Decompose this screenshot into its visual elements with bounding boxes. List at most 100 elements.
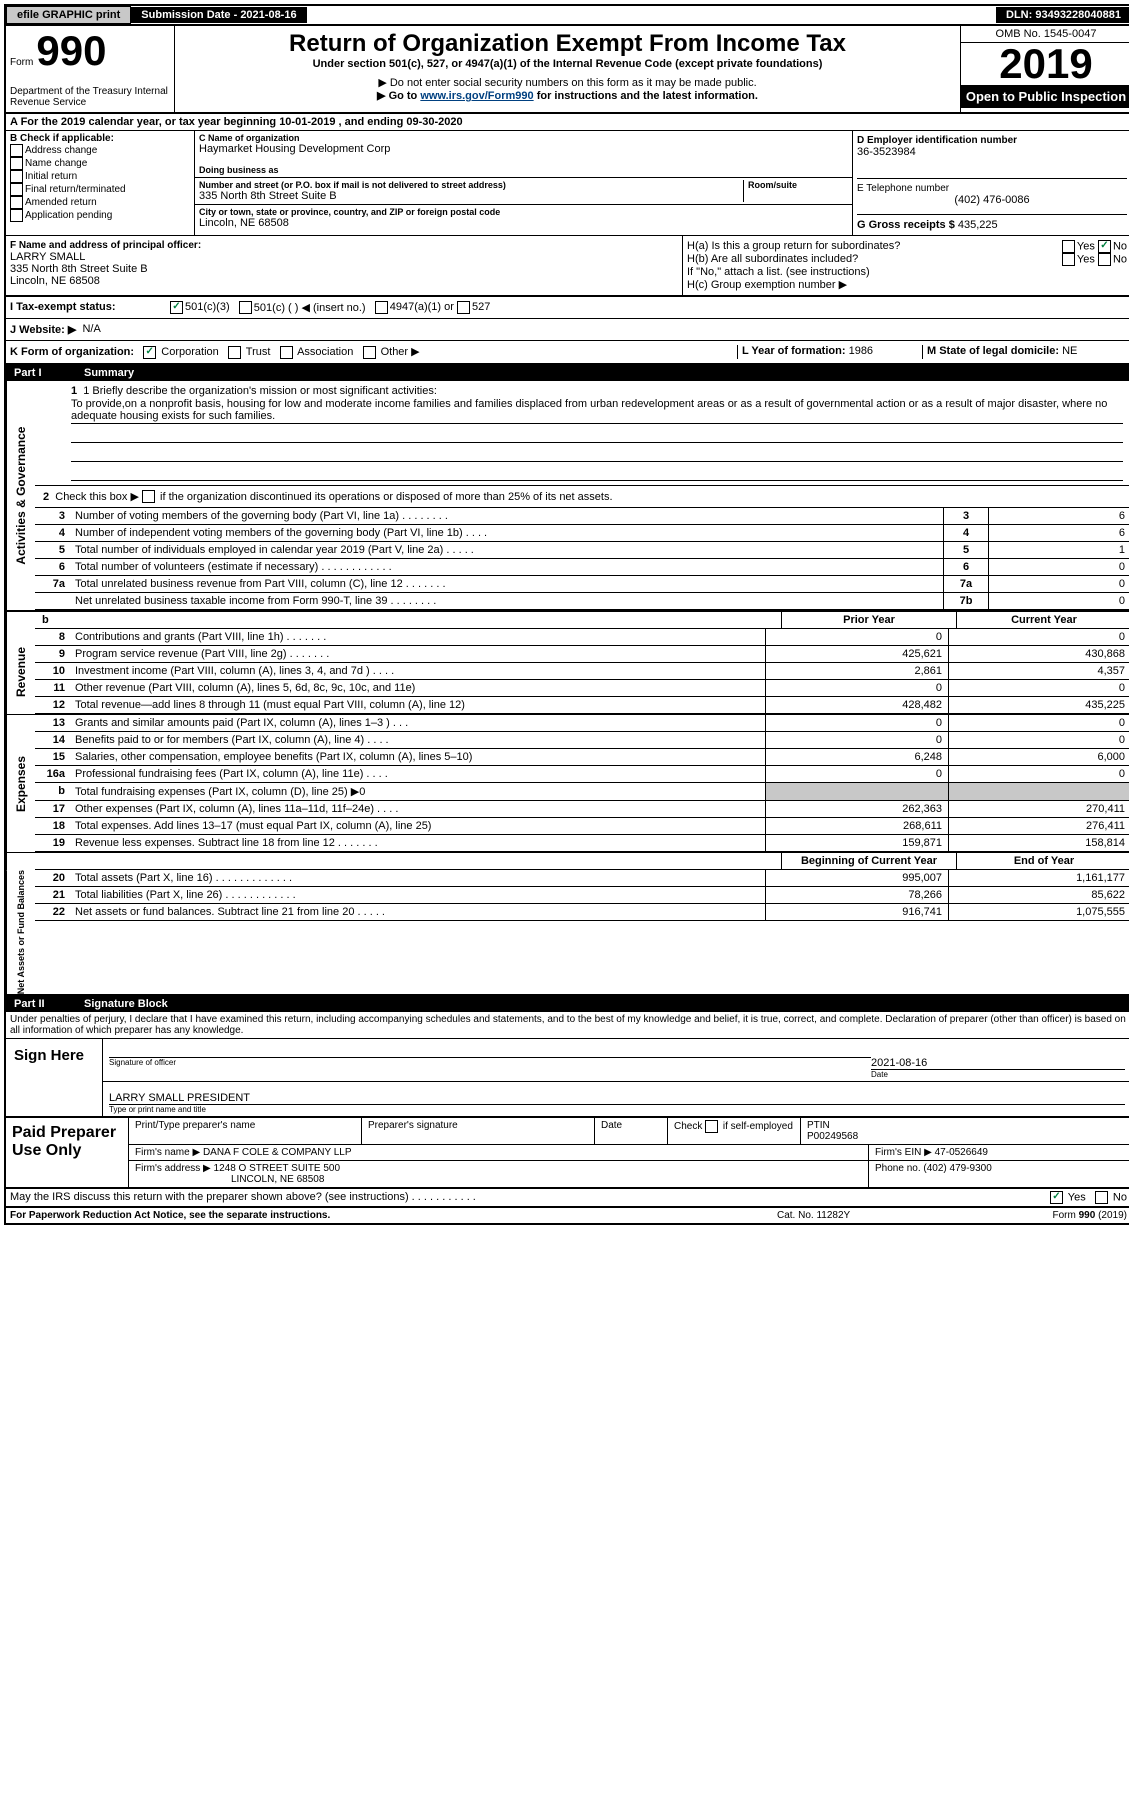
ptin-label: PTIN [807, 1120, 1125, 1131]
hc-label: H(c) Group exemption number ▶ [687, 278, 1127, 291]
tax-501c[interactable] [239, 301, 252, 314]
tax-527[interactable] [457, 301, 470, 314]
row-a-tax-year: A For the 2019 calendar year, or tax yea… [6, 114, 1129, 131]
footer-form: Form 990 (2019) [977, 1210, 1127, 1221]
checkbox-amended[interactable] [10, 196, 23, 209]
part1-header: Part ISummary [6, 365, 1129, 381]
form-note-1: ▶ Do not enter social security numbers o… [179, 76, 956, 89]
tax-status-label: I Tax-exempt status: [10, 301, 170, 314]
sig-name-title-label: Type or print name and title [109, 1104, 1125, 1114]
ein-label: D Employer identification number [857, 135, 1127, 146]
efile-print-button[interactable]: efile GRAPHIC print [6, 6, 131, 24]
summary-line-7a: 7aTotal unrelated business revenue from … [35, 576, 1129, 593]
sig-declaration: Under penalties of perjury, I declare th… [6, 1012, 1129, 1038]
expense-line-14: 14Benefits paid to or for members (Part … [35, 732, 1129, 749]
open-public-badge: Open to Public Inspection [961, 85, 1129, 108]
org-address: 335 North 8th Street Suite B [199, 190, 743, 202]
hb-no[interactable] [1098, 253, 1111, 266]
sig-officer-label: Signature of officer [109, 1057, 871, 1067]
firm-ein: 47-0526649 [935, 1147, 988, 1158]
firm-addr1: 1248 O STREET SUITE 500 [214, 1163, 341, 1174]
netassets-line-21: 21Total liabilities (Part X, line 26) . … [35, 887, 1129, 904]
checkbox-final-return[interactable] [10, 183, 23, 196]
org-city: Lincoln, NE 68508 [199, 217, 848, 229]
revenue-line-11: 11Other revenue (Part VIII, column (A), … [35, 680, 1129, 697]
expense-line-16a: 16aProfessional fundraising fees (Part I… [35, 766, 1129, 783]
officer-label: F Name and address of principal officer: [10, 240, 678, 251]
paid-preparer-label: Paid Preparer Use Only [6, 1118, 129, 1187]
k-corp[interactable] [143, 346, 156, 359]
discuss-no[interactable] [1095, 1191, 1108, 1204]
self-employed-checkbox[interactable] [705, 1120, 718, 1133]
prep-h1: Print/Type preparer's name [129, 1118, 362, 1144]
form-title: Return of Organization Exempt From Incom… [179, 30, 956, 58]
prep-h4: Check if self-employed [668, 1118, 801, 1144]
form-org-label: K Form of organization: [10, 346, 134, 358]
org-name-label: C Name of organization [199, 133, 848, 143]
officer-addr1: 335 North 8th Street Suite B [10, 263, 678, 275]
dln: DLN: 93493228040881 [996, 7, 1129, 23]
dept-treasury: Department of the Treasury Internal Reve… [10, 86, 170, 108]
summary-line-3: 3Number of voting members of the governi… [35, 508, 1129, 525]
firm-phone: (402) 479-9300 [923, 1163, 991, 1174]
gross-receipts-value: 435,225 [958, 219, 998, 231]
expense-line-13: 13Grants and similar amounts paid (Part … [35, 715, 1129, 732]
line2-text: Check this box ▶ if the organization dis… [55, 491, 612, 503]
checkbox-initial-return[interactable] [10, 170, 23, 183]
phone-label: E Telephone number [857, 179, 1127, 194]
revenue-line-8: 8Contributions and grants (Part VIII, li… [35, 629, 1129, 646]
form-label: Form [10, 57, 33, 68]
line2-checkbox[interactable] [142, 490, 155, 503]
hb-yes[interactable] [1062, 253, 1075, 266]
form-note-2: ▶ Go to www.irs.gov/Form990 for instruct… [179, 89, 956, 102]
sidebar-revenue: Revenue [6, 629, 35, 714]
checkbox-address-change[interactable] [10, 144, 23, 157]
tax-year: 2019 [961, 43, 1129, 85]
k-other[interactable] [363, 346, 376, 359]
netassets-line-20: 20Total assets (Part X, line 16) . . . .… [35, 870, 1129, 887]
discuss-yes[interactable] [1050, 1191, 1063, 1204]
mission-label: 1 1 Briefly describe the organization's … [71, 385, 1123, 397]
year-formation: 1986 [849, 345, 873, 357]
checkbox-pending[interactable] [10, 209, 23, 222]
form-subtitle: Under section 501(c), 527, or 4947(a)(1)… [179, 58, 956, 70]
begin-year-header: Beginning of Current Year [781, 853, 956, 869]
sig-date-label: Date [871, 1069, 1125, 1079]
section-b: B Check if applicable: Address change Na… [6, 131, 195, 235]
ha-no[interactable] [1098, 240, 1111, 253]
checkbox-name-change[interactable] [10, 157, 23, 170]
sidebar-expenses: Expenses [6, 715, 35, 852]
sig-name-title: LARRY SMALL PRESIDENT [109, 1092, 1125, 1104]
hb-note: If "No," attach a list. (see instruction… [687, 266, 1127, 278]
ha-label: H(a) Is this a group return for subordin… [687, 240, 1062, 253]
website-label: J Website: ▶ [10, 323, 76, 336]
gross-receipts-label: G Gross receipts $ [857, 219, 955, 231]
firm-name: DANA F COLE & COMPANY LLP [203, 1147, 352, 1158]
sidebar-netassets: Net Assets or Fund Balances [6, 870, 35, 994]
org-name: Haymarket Housing Development Corp [199, 143, 848, 155]
current-year-header: Current Year [956, 612, 1129, 628]
top-bar: efile GRAPHIC print Submission Date - 20… [6, 6, 1129, 26]
sign-here-label: Sign Here [6, 1039, 103, 1116]
website-value: N/A [82, 323, 100, 336]
form990-link[interactable]: www.irs.gov/Form990 [420, 90, 533, 102]
prior-year-header: Prior Year [781, 612, 956, 628]
netassets-line-22: 22Net assets or fund balances. Subtract … [35, 904, 1129, 921]
k-trust[interactable] [228, 346, 241, 359]
prep-h2: Preparer's signature [362, 1118, 595, 1144]
ptin-value: P00249568 [807, 1131, 1125, 1142]
officer-name: LARRY SMALL [10, 251, 678, 263]
tax-4947[interactable] [375, 301, 388, 314]
k-assoc[interactable] [280, 346, 293, 359]
prep-h3: Date [595, 1118, 668, 1144]
addr-label: Number and street (or P.O. box if mail i… [199, 180, 743, 190]
mission-text: To provide,on a nonprofit basis, housing… [71, 397, 1123, 424]
expense-line-b: bTotal fundraising expenses (Part IX, co… [35, 783, 1129, 801]
summary-line-6: 6Total number of volunteers (estimate if… [35, 559, 1129, 576]
discuss-question: May the IRS discuss this return with the… [10, 1191, 1050, 1204]
city-label: City or town, state or province, country… [199, 207, 848, 217]
sidebar-activities: Activities & Governance [6, 381, 35, 611]
tax-501c3[interactable] [170, 301, 183, 314]
domicile: NE [1062, 345, 1077, 357]
ha-yes[interactable] [1062, 240, 1075, 253]
